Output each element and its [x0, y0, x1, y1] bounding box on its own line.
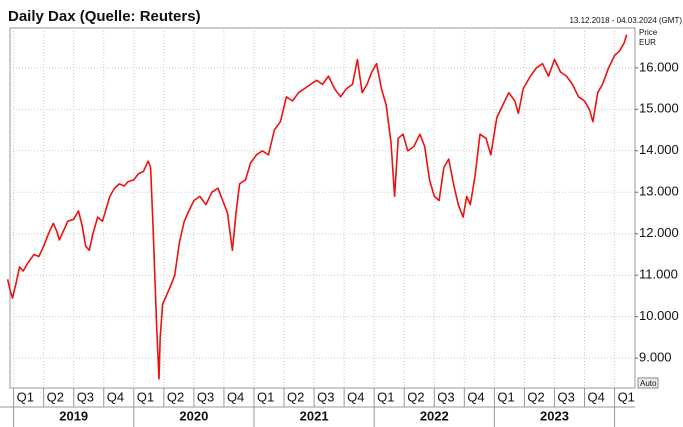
x-tick-label: Q4	[227, 389, 244, 404]
plot-frame	[9, 27, 636, 389]
price-line	[6, 34, 628, 380]
year-label: 2022	[420, 408, 449, 423]
x-tick-label: Q1	[137, 389, 154, 404]
x-tick-label: Q4	[107, 389, 124, 404]
auto-button-label[interactable]: Auto	[640, 379, 657, 388]
x-tick-label: Q3	[77, 389, 94, 404]
x-tick-label: Q3	[437, 389, 454, 404]
year-label: 2023	[540, 408, 569, 423]
x-tick-label: Q1	[17, 389, 34, 404]
x-tick-label: Q4	[467, 389, 484, 404]
y-tick-label: 11.000	[639, 267, 678, 282]
x-tick-label: Q3	[557, 389, 574, 404]
y-tick-label: 12.000	[639, 225, 679, 240]
y-tick-label: 15.000	[639, 101, 679, 116]
x-tick-label: Q3	[197, 389, 214, 404]
year-label: 2019	[59, 408, 88, 423]
x-tick-label: Q1	[618, 389, 635, 404]
x-tick-label: Q2	[167, 389, 184, 404]
x-tick-label: Q4	[347, 389, 364, 404]
auto-button[interactable]	[637, 377, 659, 389]
y-axis-label: Price	[639, 28, 658, 37]
x-tick-label: Q2	[47, 389, 64, 404]
x-tick-label: Q1	[497, 389, 514, 404]
date-range: 13.12.2018 - 04.03.2024 (GMT)	[569, 16, 682, 25]
x-tick-label: Q2	[407, 389, 424, 404]
x-tick-label: Q2	[287, 389, 304, 404]
year-label: 2021	[300, 408, 329, 423]
chart-title: Daily Dax (Quelle: Reuters)	[8, 8, 201, 25]
x-tick-label: Q2	[527, 389, 544, 404]
y-axis-unit: EUR	[639, 38, 656, 47]
y-tick-label: 13.000	[639, 184, 679, 199]
x-tick-label: Q4	[588, 389, 605, 404]
y-tick-label: 14.000	[639, 142, 679, 157]
y-tick-label: 16.000	[639, 59, 679, 74]
y-tick-label: 10.000	[639, 308, 679, 323]
y-tick-label: 9.000	[639, 350, 672, 365]
x-tick-label: Q1	[257, 389, 274, 404]
year-label: 2020	[179, 408, 208, 423]
x-tick-label: Q3	[317, 389, 334, 404]
x-tick-label: Q1	[377, 389, 394, 404]
